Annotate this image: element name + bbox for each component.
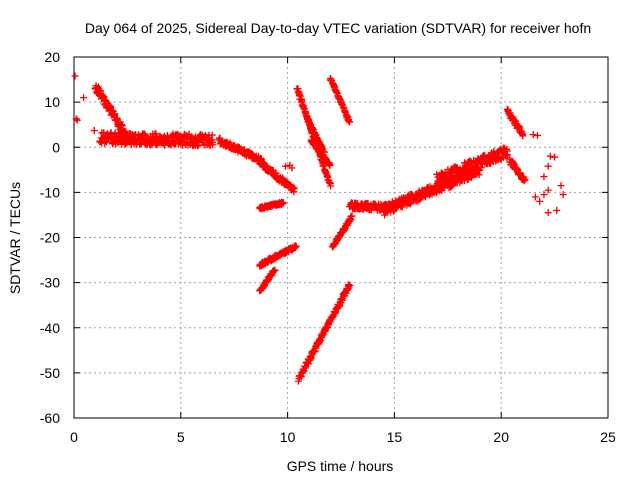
- data-point: [544, 186, 552, 194]
- data-point: [544, 162, 552, 170]
- data-point: [421, 193, 429, 201]
- data-point: [559, 191, 567, 199]
- data-point: [344, 281, 352, 289]
- data-point: [113, 114, 121, 122]
- tick-labels: 0 5 10 15 20 25 20 10 0 -10 -20 -30 -40 -50 -60: [40, 49, 616, 445]
- x-tick-label: 15: [387, 429, 403, 445]
- data-point: [540, 173, 548, 181]
- y-tick-label: 20: [44, 49, 60, 65]
- y-tick-label: -50: [40, 365, 60, 381]
- data-point: [80, 94, 88, 102]
- data-point: [553, 206, 561, 214]
- x-tick-label: 20: [493, 429, 509, 445]
- data-point: [521, 175, 529, 183]
- y-tick-label: -60: [40, 410, 60, 426]
- x-axis-label: GPS time / hours: [287, 458, 394, 474]
- data-point: [122, 139, 130, 147]
- data-point: [536, 197, 544, 205]
- data-point: [319, 332, 327, 340]
- data-point: [398, 203, 406, 211]
- data-point: [208, 131, 216, 139]
- data-point: [416, 196, 424, 204]
- data-point: [73, 116, 81, 124]
- data-point: [71, 72, 79, 80]
- data-point: [474, 164, 482, 172]
- data-point: [327, 182, 335, 190]
- data-point: [546, 152, 554, 160]
- data-point: [346, 118, 354, 126]
- data-point: [300, 104, 308, 112]
- data-point: [72, 115, 80, 123]
- data-point: [279, 199, 287, 207]
- data-point: [326, 161, 334, 169]
- data-point: [322, 169, 330, 177]
- axis-ticks: [73, 56, 609, 419]
- data-point: [279, 200, 287, 208]
- data-point: [100, 93, 108, 101]
- x-tick-label: 5: [177, 429, 185, 445]
- data-point: [290, 184, 298, 192]
- data-point: [511, 117, 519, 125]
- data-point: [503, 151, 511, 159]
- data-point: [147, 141, 155, 149]
- y-tick-label: -20: [40, 230, 60, 246]
- data-point: [519, 132, 527, 140]
- data-point: [520, 177, 528, 185]
- y-tick-label: -30: [40, 275, 60, 291]
- data-point: [534, 132, 542, 140]
- data-point: [90, 127, 98, 135]
- data-point: [288, 164, 296, 172]
- data-point: [316, 337, 324, 345]
- data-point: [406, 200, 414, 208]
- data-point: [281, 162, 289, 170]
- data-point: [557, 182, 565, 190]
- data-point: [460, 177, 468, 185]
- data-point: [140, 131, 148, 139]
- data-point: [346, 281, 354, 289]
- data-point: [540, 191, 548, 199]
- x-tick-label: 0: [70, 429, 78, 445]
- data-point: [152, 130, 160, 138]
- data-point: [271, 266, 279, 274]
- chart-title: Day 064 of 2025, Sidereal Day-to-day VTE…: [85, 20, 591, 36]
- y-tick-label: -10: [40, 184, 60, 200]
- data-point: [544, 209, 552, 217]
- data-point: [342, 289, 350, 297]
- data-point: [531, 193, 539, 201]
- data-point: [320, 162, 328, 170]
- data-point: [194, 142, 202, 150]
- x-tick-label: 25: [600, 429, 616, 445]
- data-point: [551, 153, 559, 161]
- x-tick-label: 10: [280, 429, 296, 445]
- y-tick-label: 10: [44, 94, 60, 110]
- data-point: [209, 138, 217, 146]
- data-point: [119, 129, 127, 137]
- y-tick-label: 0: [52, 139, 60, 155]
- y-tick-label: -40: [40, 320, 60, 336]
- data-point: [292, 242, 300, 250]
- data-point: [270, 267, 278, 275]
- data-point: [333, 88, 341, 96]
- data-points: [71, 72, 567, 385]
- data-point: [270, 268, 278, 276]
- y-axis-label: SDTVAR / TECUs: [7, 182, 23, 294]
- data-point: [529, 131, 537, 139]
- data-point: [348, 212, 356, 220]
